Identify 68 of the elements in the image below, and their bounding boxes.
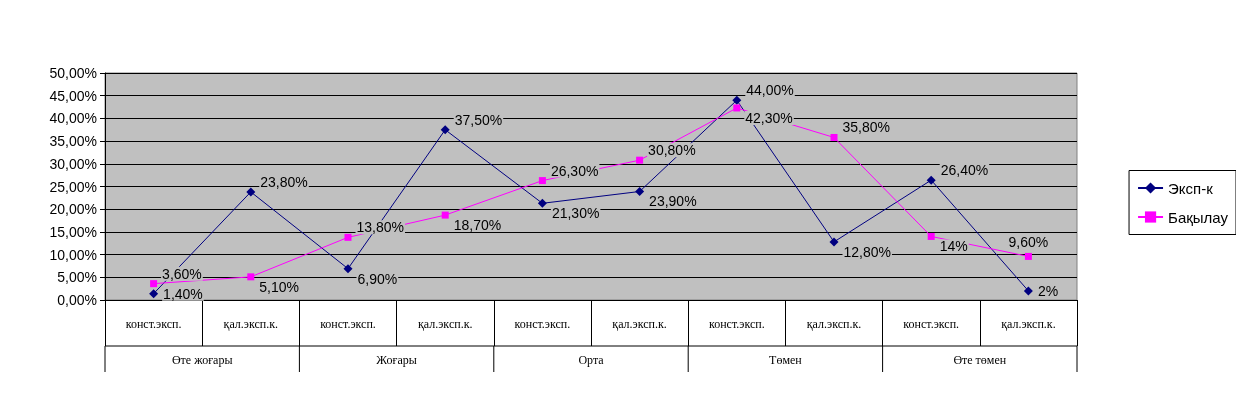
point	[829, 237, 839, 247]
text: Өте төмен	[953, 353, 1007, 367]
x-tick-label: қал.эксп.к.	[1001, 317, 1056, 331]
point	[927, 232, 935, 240]
y-tick-label: 25,00%	[49, 178, 97, 195]
data-label: 3,60%	[162, 265, 202, 282]
point	[830, 133, 838, 141]
text: Жоғары	[376, 353, 417, 367]
point	[441, 211, 449, 219]
text: Төмен	[769, 353, 803, 367]
y-tick-label: 40,00%	[49, 110, 97, 127]
x-tick-label: қал.эксп.к.	[806, 317, 862, 331]
data-label: 35,80%	[842, 119, 890, 136]
data-label: 37,50%	[454, 111, 503, 128]
y-tick-label: 5,00%	[57, 269, 97, 286]
x-tick-label: қал.эксп.к.	[417, 317, 473, 331]
data-label: 13,80%	[356, 219, 404, 236]
point	[150, 280, 158, 288]
point	[344, 233, 352, 241]
text: Орта	[578, 353, 605, 367]
x-tick-label: қал.эксп.к.	[612, 317, 667, 331]
data-label: 2%	[1037, 282, 1059, 299]
point	[246, 187, 256, 197]
point	[635, 186, 645, 196]
point	[1023, 286, 1033, 296]
data-label: 1,40%	[163, 285, 203, 302]
point	[538, 177, 546, 185]
text: Өте жоғары	[171, 353, 233, 367]
point	[440, 125, 450, 135]
y-tick-label: 35,00%	[49, 133, 97, 150]
point	[537, 198, 547, 208]
point	[733, 104, 741, 112]
data-label: 14%	[939, 238, 968, 255]
data-label: 5,10%	[259, 278, 299, 295]
legend-label: Эксп-к	[1168, 179, 1214, 197]
point	[247, 273, 255, 281]
data-label: 30,80%	[648, 142, 696, 159]
point	[149, 289, 159, 299]
x-tick-label: қал.эксп.к.	[223, 317, 279, 331]
data-label: 23,80%	[260, 173, 308, 190]
x-tick-label: конст.эксп.	[903, 317, 960, 331]
y-tick-label: 50,00%	[49, 65, 97, 81]
y-tick-label: 0,00%	[57, 292, 97, 308]
data-label: 26,30%	[550, 162, 599, 179]
data-label: 18,70%	[453, 217, 502, 234]
x-tick-label: конст.эксп.	[708, 317, 765, 331]
x-tick-label: конст.эксп.	[125, 317, 182, 331]
data-label: 44,00%	[746, 82, 794, 99]
y-tick-label: 45,00%	[49, 87, 97, 104]
y-tick-label: 30,00%	[49, 155, 97, 172]
data-label: 26,40%	[940, 162, 989, 179]
y-tick-label: 15,00%	[49, 223, 97, 240]
point	[636, 156, 644, 164]
data-label: 42,30%	[745, 109, 793, 126]
legend-label: Бақылау	[1168, 208, 1229, 226]
point	[343, 264, 353, 274]
data-label: 6,90%	[357, 270, 398, 287]
data-label: 23,90%	[649, 193, 697, 210]
point	[732, 95, 742, 105]
data-label: 9,60%	[1008, 233, 1049, 250]
x-tick-label: конст.эксп.	[320, 317, 376, 331]
point	[1024, 252, 1032, 260]
x-tick-label: конст.эксп.	[514, 317, 571, 331]
data-label: 12,80%	[843, 243, 891, 260]
data-label: 21,30%	[551, 205, 600, 222]
y-tick-label: 20,00%	[49, 201, 97, 218]
point	[926, 175, 936, 185]
y-tick-label: 10,00%	[49, 246, 97, 263]
